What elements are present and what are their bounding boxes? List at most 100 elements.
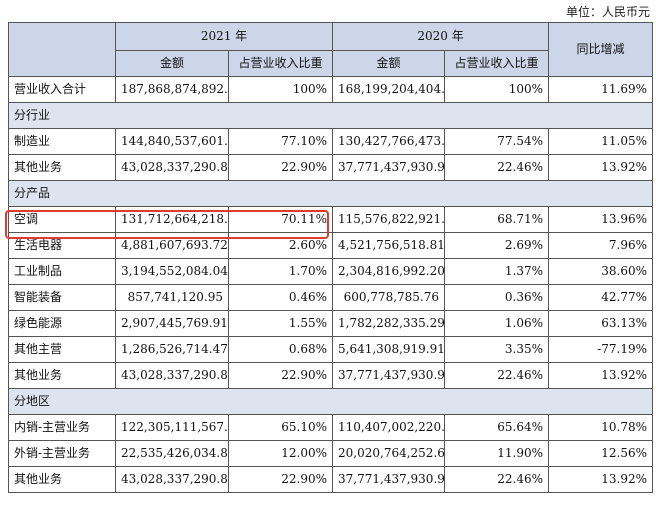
yoy-change: 42.77% [548,284,654,311]
amount-2021: 2,907,445,769.91 [115,310,229,337]
share-2021: 70.11% [227,206,334,233]
table-row: 内销-主营业务122,305,111,567.1065.10%110,407,0… [8,414,654,441]
total-row: 营业收入合计 187,868,874,892.71 100% 168,199,2… [8,76,654,103]
table-row: 制造业144,840,537,601.9077.10%130,427,766,4… [8,128,654,155]
header-yoy: 同比增减 [548,22,654,77]
yoy-change: 10.78% [548,414,654,441]
section-row-industry: 分行业 [7,102,654,129]
header-row-metrics: 金额 占营业收入比重 金额 占营业收入比重 [9,50,653,77]
amount-2020: 600,778,785.76 [332,284,446,311]
amount-2020: 110,407,002,220.87 [332,414,446,441]
share-2020: 1.37% [444,258,550,285]
share-2021: 77.10% [227,128,334,155]
yoy-change: 12.56% [548,440,654,467]
share-2021: 22.90% [227,466,334,493]
header-share-2021: 占营业收入比重 [227,50,334,77]
row-label: 外销-主营业务 [8,440,116,467]
unit-label: 单位：人民币元 [565,5,650,19]
amount-2021: 187,868,874,892.71 [115,76,229,103]
share-2021: 22.90% [227,154,334,181]
amount-2020: 37,771,437,930.99 [332,466,446,493]
header-row-years: 2021 年 2020 年 同比增减 [8,22,654,77]
yoy-change: 13.92% [548,466,654,493]
share-2020: 0.36% [444,284,550,311]
table-row: 空调131,712,664,218.8170.11%115,576,822,92… [8,206,654,233]
share-2020: 100% [444,76,550,103]
table-row: 其他主营 1,286,526,714.47 0.68% 5,641,308,919.9… [8,336,654,363]
share-2020: 11.90% [444,440,550,467]
section-title: 分地区 [7,388,654,415]
row-label: 智能装备 [8,284,116,311]
share-2021: 65.10% [227,414,334,441]
yoy-change: 63.13% [548,310,654,337]
header-blank-cell [8,22,116,77]
table-row: 其他业务 43,028,337,290.81 22.90% 37,771,437,93… [8,362,654,389]
row-label: 制造业 [8,128,116,155]
share-2021: 22.90% [227,362,334,389]
section-row-product: 分产品 [7,180,654,207]
amount-2020: 37,771,437,930.99 [332,362,446,389]
amount-2021: 131,712,664,218.81 [115,206,229,233]
share-2020: 2.69% [444,232,550,259]
row-label: 其他业务 [8,154,116,181]
section-title: 分产品 [7,180,654,207]
header-2021: 2021 年 [114,22,334,51]
row-label: 其他主营 [8,336,116,363]
row-label: 工业制品 [8,258,116,285]
header-share-2020: 占营业收入比重 [444,50,550,77]
amount-2020: 2,304,816,992.20 [332,258,446,285]
row-label: 营业收入合计 [8,76,116,103]
table-row: 生活电器 4,881,607,693.72 2.60% 4,521,756,518.8… [8,232,654,259]
header-2020: 2020 年 [332,22,550,51]
yoy-change: 7.96% [548,232,654,259]
share-2021: 0.68% [227,336,334,363]
amount-2021: 144,840,537,601.90 [115,128,229,155]
table-row: 其他业务 43,028,337,290.81 22.90% 37,771,437,93… [8,154,654,181]
share-2020: 22.46% [444,154,550,181]
row-label: 其他业务 [8,362,116,389]
row-label: 生活电器 [8,232,116,259]
yoy-change: 11.05% [548,128,654,155]
amount-2020: 20,020,764,252.67 [332,440,446,467]
share-2021: 2.60% [227,232,334,259]
yoy-change: 13.96% [548,206,654,233]
share-2021: 0.46% [227,284,334,311]
row-label: 绿色能源 [8,310,116,337]
share-2021: 1.55% [227,310,334,337]
share-2020: 68.71% [444,206,550,233]
amount-2021: 43,028,337,290.81 [115,154,229,181]
amount-2021: 122,305,111,567.10 [115,414,229,441]
amount-2020: 115,576,822,921.57 [332,206,446,233]
header-amount-2020: 金额 [332,50,446,77]
amount-2021: 43,028,337,290.81 [115,466,229,493]
share-2020: 1.06% [444,310,550,337]
share-2020: 77.54% [444,128,550,155]
amount-2021: 3,194,552,084.04 [115,258,229,285]
table-row: 其他业务 43,028,337,290.81 22.90% 37,771,437,93… [8,466,654,493]
yoy-change: 13.92% [548,154,654,181]
share-2020: 22.46% [444,362,550,389]
yoy-change: 11.69% [548,76,654,103]
header-amount-2021: 金额 [115,50,229,77]
amount-2021: 4,881,607,693.72 [115,232,229,259]
amount-2020: 37,771,437,930.99 [332,154,446,181]
section-title: 分行业 [7,102,654,129]
table-row: 绿色能源 2,907,445,769.91 1.55% 1,782,282,335.2… [8,310,654,337]
table-row: 工业制品 3,194,552,084.04 1.70% 2,304,816,992.2… [8,258,654,285]
amount-2020: 168,199,204,404.53 [332,76,446,103]
share-2020: 3.35% [444,336,550,363]
amount-2020: 1,782,282,335.29 [332,310,446,337]
share-2021: 100% [227,76,334,103]
yoy-change: -77.19% [548,336,654,363]
yoy-change: 38.60% [548,258,654,285]
share-2021: 1.70% [227,258,334,285]
amount-2020: 4,521,756,518.81 [332,232,446,259]
revenue-table: 2021 年 2020 年 同比增减 金额 占营业收入比重 金额 占营业收入比重… [7,22,654,493]
amount-2021: 43,028,337,290.81 [115,362,229,389]
share-2020: 65.64% [444,414,550,441]
amount-2021: 22,535,426,034.80 [115,440,229,467]
row-label: 内销-主营业务 [8,414,116,441]
row-label: 其他业务 [8,466,116,493]
share-2021: 12.00% [227,440,334,467]
amount-2021: 857,741,120.95 [115,284,229,311]
